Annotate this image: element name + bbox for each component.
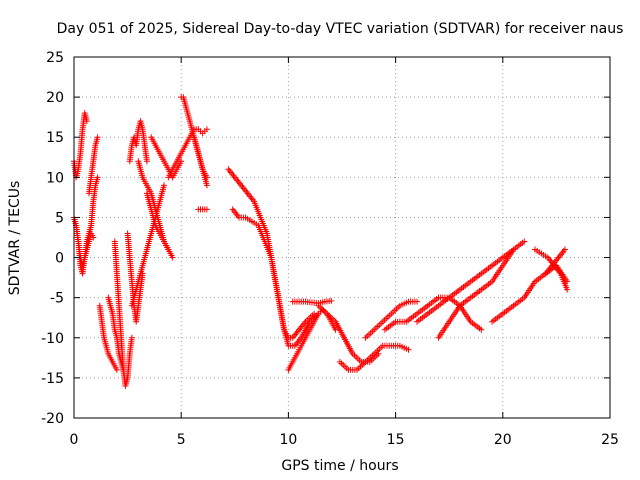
x-axis-title: GPS time / hours [281, 458, 398, 474]
chart-title: Day 051 of 2025, Sidereal Day-to-day VTE… [57, 21, 624, 37]
series-arc21 [289, 297, 335, 307]
x-tick-label: 20 [494, 432, 512, 448]
y-tick-label: -10 [41, 331, 64, 347]
data-point [521, 238, 528, 245]
series-arc30 [542, 246, 568, 277]
plot-frame [73, 56, 611, 419]
series-arc26 [414, 246, 517, 325]
x-tick-label: 0 [70, 432, 79, 448]
data-point [203, 126, 210, 133]
y-axis-title: SDTVAR / TECUs [7, 181, 23, 296]
data-marks [71, 94, 571, 389]
series-arc16 [191, 134, 210, 181]
x-tick-label: 5 [177, 432, 186, 448]
axis-ticks [73, 56, 611, 419]
data-point [332, 326, 339, 333]
series-arc10 [126, 118, 150, 165]
data-point [90, 234, 97, 241]
series-arc7 [111, 238, 135, 389]
data-point [561, 246, 568, 253]
y-tick-label: -20 [41, 411, 64, 427]
x-tick-label: 10 [279, 432, 297, 448]
data-point [94, 134, 101, 141]
series-arc13 [143, 190, 176, 261]
series-arc25 [381, 294, 485, 333]
series-arc5 [96, 302, 120, 373]
y-tick-label: -5 [50, 291, 64, 307]
y-tick-label: 20 [46, 90, 64, 106]
series-arc8 [124, 230, 146, 325]
series-arc3 [73, 222, 97, 277]
data-point [143, 158, 150, 165]
x-tick-labels: 0 5 10 15 20 25 [70, 432, 619, 448]
data-point [564, 286, 571, 293]
series-arc17 [195, 206, 210, 213]
y-tick-label: 15 [46, 130, 64, 146]
x-tick-label: 15 [387, 432, 405, 448]
series-arc27 [435, 238, 528, 341]
series-arc23 [336, 342, 412, 373]
y-tick-labels: -20 -15 -10 -5 0 5 10 15 20 25 [41, 50, 64, 427]
data-point [203, 182, 210, 189]
data-point [405, 346, 412, 353]
series-arc4 [86, 134, 101, 197]
data-point [169, 254, 176, 261]
data-point [203, 174, 210, 181]
y-tick-label: 0 [55, 251, 64, 267]
data-point [328, 297, 335, 304]
data-point [478, 326, 485, 333]
data-point [128, 334, 135, 341]
data-point [161, 182, 168, 189]
y-tick-label: 25 [46, 50, 64, 66]
data-point [83, 118, 90, 125]
data-point [94, 174, 101, 181]
series-arc24 [362, 298, 421, 341]
x-tick-label: 25 [601, 432, 619, 448]
data-point [203, 206, 210, 213]
y-tick-label: -15 [41, 371, 64, 387]
data-point [113, 366, 120, 373]
y-tick-label: 5 [55, 210, 64, 226]
series-arc19 [229, 206, 322, 349]
series-arc11 [135, 158, 172, 253]
y-tick-label: 10 [46, 170, 64, 186]
data-point [414, 298, 421, 305]
